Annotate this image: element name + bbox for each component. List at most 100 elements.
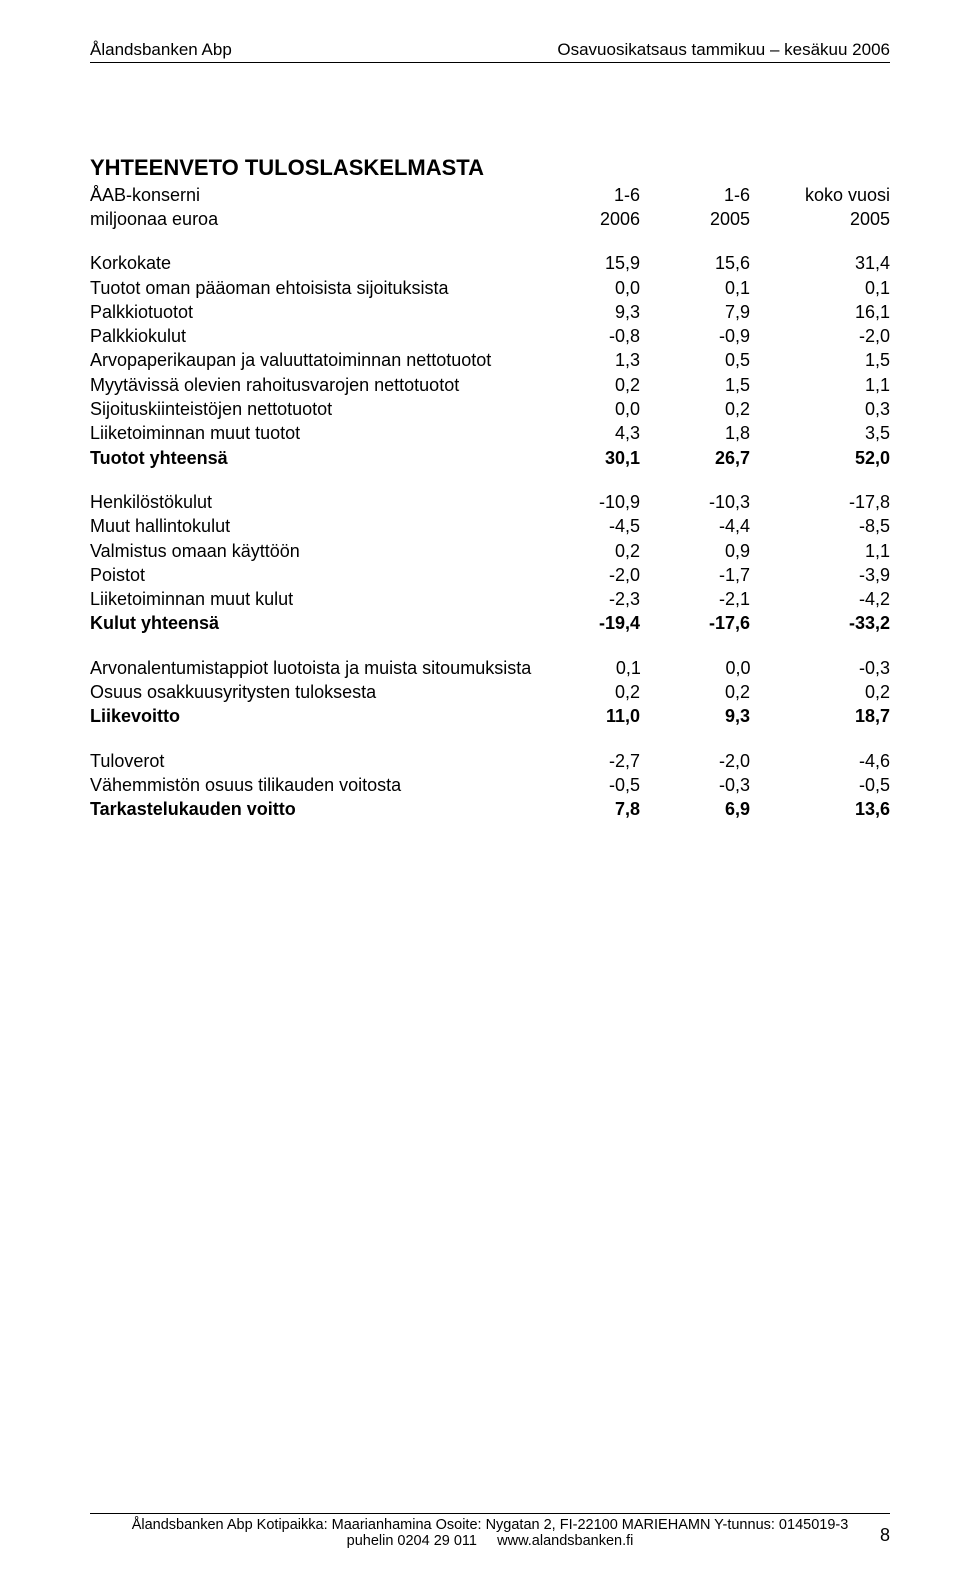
table-row: Sijoituskiinteistöjen nettotuotot0,00,20… (90, 397, 890, 421)
cell: 31,4 (750, 251, 890, 275)
subheader-label: miljoonaa euroa (90, 207, 530, 231)
cell: 30,1 (530, 446, 640, 470)
cell: 1,1 (750, 373, 890, 397)
cell: 15,9 (530, 251, 640, 275)
table-row: Osuus osakkuusyritysten tuloksesta 0,20,2… (90, 680, 890, 704)
row-label: Arvonalentumistappiot luotoista ja muist… (90, 656, 531, 680)
table-row: Liiketoiminnan muut kulut-2,3-2,1-4,2 (90, 587, 890, 611)
table-row: Tuotot yhteensä30,126,752,0 (90, 446, 890, 470)
table-row: Palkkiotuotot9,37,916,1 (90, 300, 890, 324)
row-label: Muut hallintokulut (90, 514, 530, 538)
cell: 7,8 (530, 797, 640, 821)
table-row: Kulut yhteensä-19,4-17,6-33,2 (90, 611, 890, 635)
cell: -1,7 (640, 563, 750, 587)
row-label: Myytävissä olevien rahoitusvarojen netto… (90, 373, 530, 397)
cell: -0,5 (530, 773, 640, 797)
cell: 0,2 (640, 680, 750, 704)
cell: -2,0 (530, 563, 640, 587)
cell: -0,9 (640, 324, 750, 348)
col-header: koko vuosi (750, 183, 890, 207)
row-label: Liiketoiminnan muut kulut (90, 587, 530, 611)
footer-line-1: Ålandsbanken Abp Kotipaikka: Maarianhami… (90, 1517, 890, 1533)
table-row: Valmistus omaan käyttöön0,20,91,1 (90, 539, 890, 563)
cell: 0,5 (640, 348, 750, 372)
cell: -0,5 (750, 773, 890, 797)
row-label: Osuus osakkuusyritysten tuloksesta (90, 680, 530, 704)
table-row: Arvonalentumistappiot luotoista ja muist… (90, 656, 890, 680)
cell: 0,0 (530, 397, 640, 421)
cell: -33,2 (750, 611, 890, 635)
cell: -4,6 (750, 749, 890, 773)
footer-phone: puhelin 0204 29 011 (347, 1533, 477, 1549)
cell: 4,3 (530, 421, 640, 445)
cell: 13,6 (750, 797, 890, 821)
col-header: 1-6 (530, 183, 640, 207)
cell: -4,5 (530, 514, 640, 538)
cell: -2,7 (530, 749, 640, 773)
row-label: Vähemmistön osuus tilikauden voitosta (90, 773, 530, 797)
cell: 1,8 (640, 421, 750, 445)
cell: 0,2 (640, 397, 750, 421)
page: Ålandsbanken Abp Osavuosikatsaus tammiku… (0, 0, 960, 1577)
cell: 3,5 (750, 421, 890, 445)
cell: 11,0 (530, 704, 640, 728)
row-label: Palkkiokulut (90, 324, 530, 348)
cell: -2,0 (750, 324, 890, 348)
cell: -17,8 (750, 490, 890, 514)
row-label: Liiketoiminnan muut tuotot (90, 421, 530, 445)
cell: 6,9 (640, 797, 750, 821)
row-label: Kulut yhteensä (90, 611, 530, 635)
cell: -8,5 (750, 514, 890, 538)
cell: 0,1 (531, 656, 641, 680)
cell: -2,1 (640, 587, 750, 611)
row-label: Tarkastelukauden voitto (90, 797, 530, 821)
cell: 52,0 (750, 446, 890, 470)
header-left: Ålandsbanken Abp (90, 40, 232, 60)
subheader-row-2: miljoonaa euroa 2006 2005 2005 (90, 207, 890, 231)
table-row: Korkokate15,915,631,4 (90, 251, 890, 275)
cell: 0,9 (640, 539, 750, 563)
cell: 0,3 (750, 397, 890, 421)
col-header: 2005 (750, 207, 890, 231)
footer: Ålandsbanken Abp Kotipaikka: Maarianhami… (90, 1513, 890, 1549)
page-number: 8 (880, 1525, 890, 1546)
table-row: Muut hallintokulut-4,5-4,4-8,5 (90, 514, 890, 538)
cell: -10,3 (640, 490, 750, 514)
row-label: Tuotot yhteensä (90, 446, 530, 470)
cell: 0,2 (530, 539, 640, 563)
table-row: Henkilöstökulut-10,9-10,3-17,8 (90, 490, 890, 514)
table-row: Liiketoiminnan muut tuotot4,31,83,5 (90, 421, 890, 445)
cell: -2,0 (640, 749, 750, 773)
cell: 0,1 (640, 276, 750, 300)
col-header: 2006 (530, 207, 640, 231)
row-label: Liikevoitto (90, 704, 530, 728)
row-label: Sijoituskiinteistöjen nettotuotot (90, 397, 530, 421)
row-label: Tuotot oman pääoman ehtoisista sijoituks… (90, 276, 530, 300)
cell: 1,5 (750, 348, 890, 372)
table-row: Arvopaperikaupan ja valuuttatoiminnan ne… (90, 348, 890, 372)
row-label: Arvopaperikaupan ja valuuttatoiminnan ne… (90, 348, 530, 372)
section-gap (90, 729, 890, 749)
table-row: Tuotot oman pääoman ehtoisista sijoituks… (90, 276, 890, 300)
cell: -0,3 (640, 773, 750, 797)
cell: -3,9 (750, 563, 890, 587)
section-gap (90, 231, 890, 251)
row-label: Poistot (90, 563, 530, 587)
table-row: Liikevoitto11,09,318,7 (90, 704, 890, 728)
cell: 1,3 (530, 348, 640, 372)
cell: 26,7 (640, 446, 750, 470)
row-label: Henkilöstökulut (90, 490, 530, 514)
footer-url: www.alandsbanken.fi (497, 1533, 633, 1549)
col-header: 2005 (640, 207, 750, 231)
cell: 0,2 (750, 680, 890, 704)
cell: 18,7 (750, 704, 890, 728)
cell: 1,5 (640, 373, 750, 397)
row-label: Korkokate (90, 251, 530, 275)
table-row: Vähemmistön osuus tilikauden voitosta-0,… (90, 773, 890, 797)
table-row: Myytävissä olevien rahoitusvarojen netto… (90, 373, 890, 397)
subheader-label: ÅAB-konserni (90, 183, 530, 207)
footer-line-2: puhelin 0204 29 011 www.alandsbanken.fi (90, 1533, 890, 1549)
table-row: Tuloverot-2,7-2,0-4,6 (90, 749, 890, 773)
table-row: Tarkastelukauden voitto7,86,913,6 (90, 797, 890, 821)
page-title: YHTEENVETO TULOSLASKELMASTA (90, 153, 890, 183)
